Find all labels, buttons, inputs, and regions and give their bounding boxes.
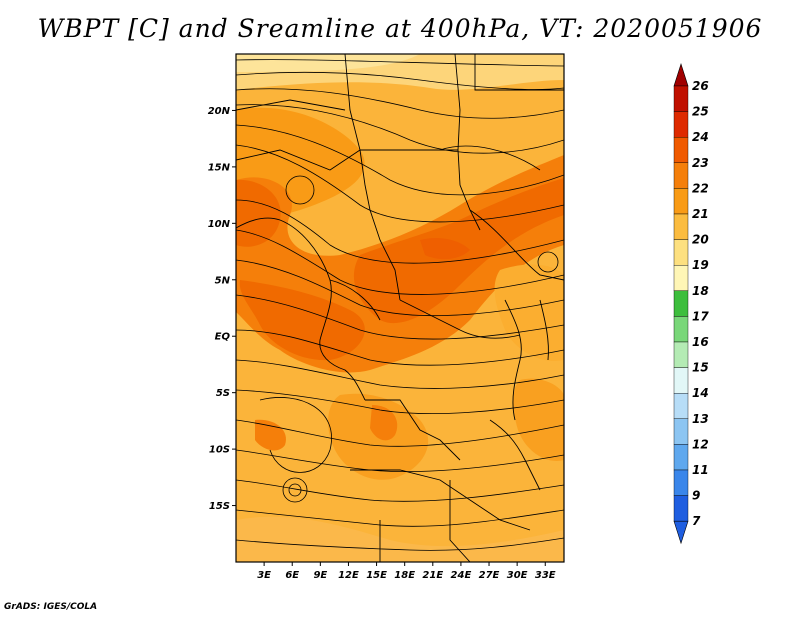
colorbar-segment bbox=[673, 188, 689, 215]
colorbar-segment bbox=[673, 495, 689, 522]
lat-tick-label: 10N bbox=[208, 219, 231, 230]
colorbar-segment bbox=[673, 111, 689, 138]
lon-tick-label: 27E bbox=[479, 570, 500, 581]
lon-tick-label: 15E bbox=[366, 570, 387, 581]
colorbar-label: 26 bbox=[692, 79, 709, 93]
colorbar-segment bbox=[673, 136, 689, 163]
colorbar-segment bbox=[673, 316, 689, 343]
colorbar-segment bbox=[673, 265, 689, 292]
lat-tick-label: 15N bbox=[208, 162, 231, 173]
map-title: WBPT [C] and Sreamline at 400hPa, VT: 20… bbox=[37, 14, 763, 43]
colorbar-segment bbox=[673, 213, 689, 240]
credit-label: GrADS: IGES/COLA bbox=[4, 602, 98, 612]
colorbar-label: 19 bbox=[692, 258, 709, 272]
colorbar-label: 16 bbox=[692, 335, 709, 349]
lon-tick-label: 6E bbox=[285, 570, 299, 581]
country-borders bbox=[236, 54, 564, 562]
colorbar-label: 12 bbox=[692, 437, 709, 451]
lat-tick-label: 5S bbox=[216, 388, 230, 399]
lat-tick-label: 5N bbox=[215, 275, 231, 286]
colorbar-segment bbox=[673, 290, 689, 317]
colorbar-segment bbox=[673, 341, 689, 368]
colorbar-segment bbox=[673, 444, 689, 471]
colorbar-label: 22 bbox=[692, 181, 709, 195]
lon-tick-label: 30E bbox=[507, 570, 528, 581]
lon-tick-label: 33E bbox=[535, 570, 556, 581]
colorbar-label: 23 bbox=[692, 156, 709, 170]
colorbar-bottom-arrow bbox=[673, 520, 689, 545]
lon-tick-label: 3E bbox=[257, 570, 271, 581]
lon-tick-label: 18E bbox=[394, 570, 415, 581]
colorbar-label: 25 bbox=[692, 105, 709, 119]
colorbar-segment bbox=[673, 162, 689, 189]
lat-tick-label: 20N bbox=[208, 106, 231, 117]
lat-tick-label: EQ bbox=[215, 332, 231, 343]
colorbar-segment bbox=[673, 393, 689, 420]
lat-tick-label: 10S bbox=[209, 445, 230, 456]
colorbar-segment bbox=[673, 469, 689, 496]
colorbar-label: 11 bbox=[692, 463, 709, 477]
colorbar-label: 24 bbox=[692, 130, 709, 144]
streamlines bbox=[236, 59, 564, 551]
longitude-axis: 3E 6E 9E 12E 15E 18E 21E 24E 27E 30E 33E bbox=[257, 562, 556, 581]
colorbar-label: 14 bbox=[692, 386, 709, 400]
colorbar-segment bbox=[673, 85, 689, 112]
colorbar-label: 15 bbox=[692, 361, 709, 375]
colorbar-segment bbox=[673, 239, 689, 266]
colorbar-segment bbox=[673, 367, 689, 394]
plot-frame bbox=[235, 53, 565, 563]
colorbar-label: 9 bbox=[692, 489, 700, 503]
colorbar-segment bbox=[673, 418, 689, 445]
lat-tick-label: 15S bbox=[209, 501, 230, 512]
latitude-axis: 20N 15N 10N 5N EQ 5S 10S 15S bbox=[208, 106, 236, 512]
lon-tick-label: 21E bbox=[422, 570, 443, 581]
wbpt-shading bbox=[236, 54, 564, 562]
colorbar: 26 25 24 23 22 21 20 19 18 17 16 15 14 13 12 11 9 7 bbox=[673, 63, 709, 545]
lon-tick-label: 24E bbox=[451, 570, 472, 581]
colorbar-top-arrow bbox=[673, 63, 689, 87]
colorbar-label: 20 bbox=[692, 233, 709, 247]
colorbar-label: 7 bbox=[692, 514, 701, 528]
colorbar-label: 17 bbox=[692, 309, 709, 323]
colorbar-label: 13 bbox=[692, 412, 709, 426]
lon-tick-label: 12E bbox=[338, 570, 359, 581]
lon-tick-label: 9E bbox=[313, 570, 327, 581]
colorbar-label: 18 bbox=[692, 284, 709, 298]
colorbar-label: 21 bbox=[692, 207, 709, 221]
